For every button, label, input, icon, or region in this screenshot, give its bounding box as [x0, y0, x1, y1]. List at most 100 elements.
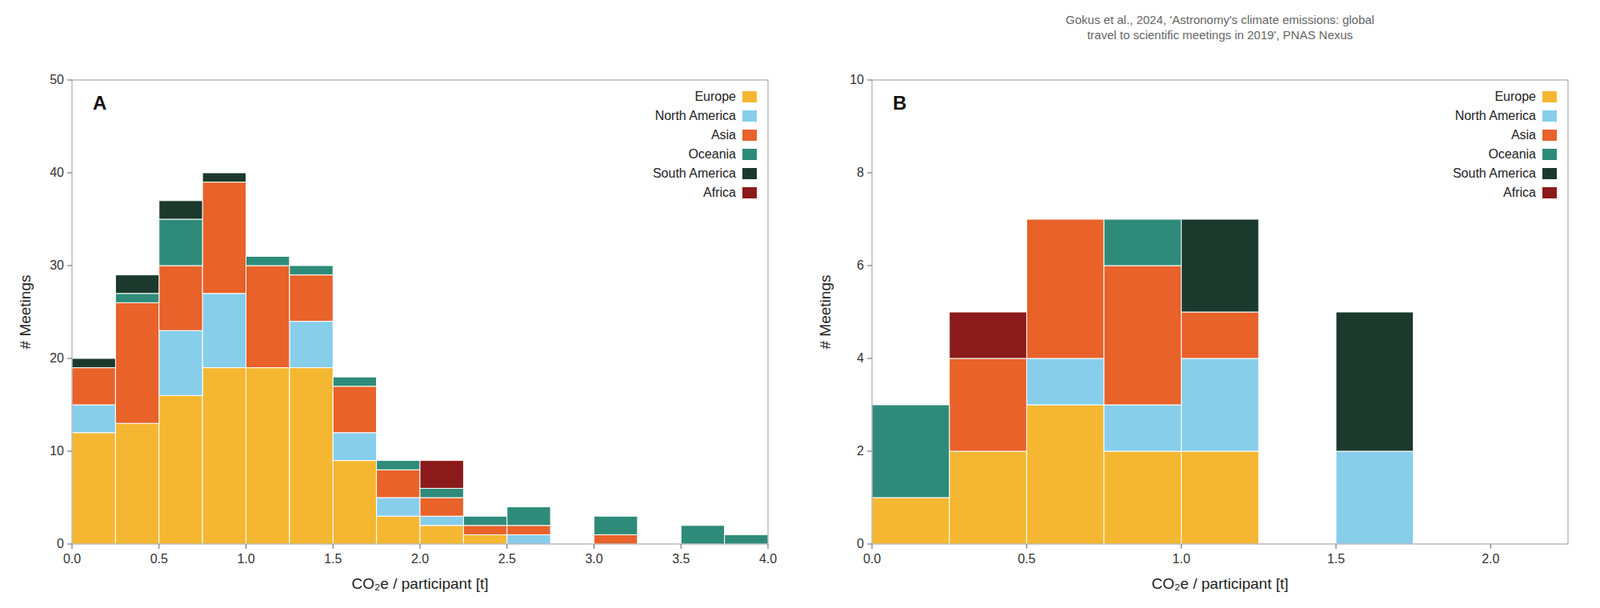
y-tick-label: 8	[856, 165, 864, 180]
bar-segment	[202, 368, 246, 544]
x-tick	[158, 544, 160, 549]
bar-segment	[420, 525, 464, 544]
bar-segment	[376, 469, 420, 498]
x-tick	[420, 544, 421, 549]
bar-segment	[332, 376, 376, 378]
bar-segment	[246, 256, 290, 257]
bar-segment	[594, 516, 638, 517]
legend-label: Europe	[694, 89, 736, 104]
x-tick-label: 0.0	[863, 552, 881, 566]
legend-swatch	[1542, 187, 1557, 199]
x-axis-label: CO₂e / participant [t]	[351, 575, 488, 592]
panel: Gokus et al., 2024, 'Astronomy's climate…	[816, 12, 1568, 592]
y-tick-label: 0	[856, 536, 864, 551]
bar-segment	[872, 404, 950, 498]
y-tick-label: 10	[49, 444, 64, 458]
bar-segment	[289, 275, 333, 322]
y-tick-label: 20	[49, 351, 64, 365]
bar-segment	[202, 172, 246, 174]
bar-segment	[872, 404, 950, 406]
bar-segment	[1026, 358, 1104, 405]
y-tick-label: 6	[856, 258, 864, 272]
bar-segment	[289, 265, 333, 267]
bar-segment	[159, 200, 203, 201]
bar-segment	[949, 451, 1028, 544]
x-tick	[245, 544, 247, 549]
y-axis-label: # Meetings	[816, 275, 834, 350]
bar-segment	[724, 534, 768, 536]
bar-segment	[289, 265, 333, 267]
bar-segment	[289, 321, 333, 368]
bar-segment	[1104, 219, 1182, 266]
bar-segment	[246, 368, 290, 544]
annotation-line: travel to scientific meetings in 2019', …	[1087, 28, 1353, 42]
bar-segment	[1336, 451, 1414, 544]
bar-segment	[1104, 219, 1182, 220]
bar-segment	[72, 358, 116, 368]
y-tick	[67, 80, 72, 81]
bar-segment	[1026, 219, 1104, 359]
bar-segment	[507, 506, 551, 508]
x-tick-label: 4.0	[759, 552, 777, 566]
y-tick-label: 50	[49, 72, 64, 87]
legend-swatch	[1542, 168, 1557, 180]
bar-segment	[594, 516, 638, 535]
x-tick-label: 2.0	[411, 552, 429, 566]
bars	[872, 219, 1414, 544]
y-tick	[67, 358, 72, 360]
x-axis-label: CO₂e / participant [t]	[1151, 575, 1288, 592]
chart-canvas: 0.00.51.01.52.02.53.03.54.001020304050CO…	[0, 0, 1600, 608]
y-tick	[867, 451, 872, 452]
bar-segment	[376, 460, 420, 461]
bar-segment	[289, 368, 333, 544]
bar-segment	[246, 256, 290, 266]
legend-swatch	[1542, 148, 1557, 160]
legend-label: North America	[1455, 108, 1536, 123]
bar-segment	[159, 395, 203, 544]
x-tick-label: 0.5	[150, 552, 168, 566]
y-tick	[867, 80, 872, 81]
bar-segment	[724, 534, 768, 536]
legend: EuropeNorth AmericaAsiaOceaniaSouth Amer…	[1452, 89, 1557, 200]
bar-segment	[594, 534, 638, 544]
y-tick-label: 4	[856, 351, 864, 365]
bar-segment	[1181, 451, 1260, 544]
annotation: Gokus et al., 2024, 'Astronomy's climate…	[1065, 12, 1375, 42]
bar-segment	[1104, 404, 1182, 452]
x-tick-label: 1.5	[324, 552, 342, 566]
bar-segment	[463, 516, 507, 526]
legend-label: Oceania	[688, 147, 736, 161]
panel: 0.00.51.01.52.02.53.03.54.001020304050CO…	[16, 72, 777, 592]
annotation-line: Gokus et al., 2024, 'Astronomy's climate…	[1065, 12, 1375, 27]
legend-label: Europe	[1494, 89, 1536, 104]
y-tick	[67, 265, 72, 267]
bar-segment	[463, 525, 507, 536]
bar-segment	[724, 534, 768, 544]
bar-segment	[1181, 312, 1260, 359]
plot-frame	[872, 80, 1568, 544]
legend-swatch	[742, 168, 757, 180]
y-tick	[867, 544, 872, 545]
x-tick	[768, 544, 769, 549]
bar-segment	[115, 275, 159, 294]
bar-segment	[507, 534, 551, 544]
x-tick	[72, 544, 73, 549]
bar-segment	[332, 432, 376, 461]
bar-segment	[1181, 358, 1260, 452]
y-tick	[867, 172, 872, 174]
x-tick-label: 0.0	[63, 552, 81, 566]
x-tick	[1336, 544, 1337, 549]
bar-segment	[1104, 451, 1182, 544]
bar-segment	[246, 256, 290, 257]
x-tick-label: 2.5	[498, 552, 516, 566]
bar-segment	[594, 516, 638, 517]
x-tick-label: 1.0	[1172, 552, 1191, 566]
bars	[72, 172, 768, 544]
bar-segment	[1336, 312, 1414, 452]
bar-segment	[1026, 219, 1104, 220]
bar-segment	[159, 200, 203, 220]
x-tick-label: 3.0	[584, 552, 603, 566]
legend-label: Africa	[1503, 185, 1536, 200]
bar-segment	[949, 358, 1028, 452]
legend-label: Africa	[703, 185, 736, 200]
